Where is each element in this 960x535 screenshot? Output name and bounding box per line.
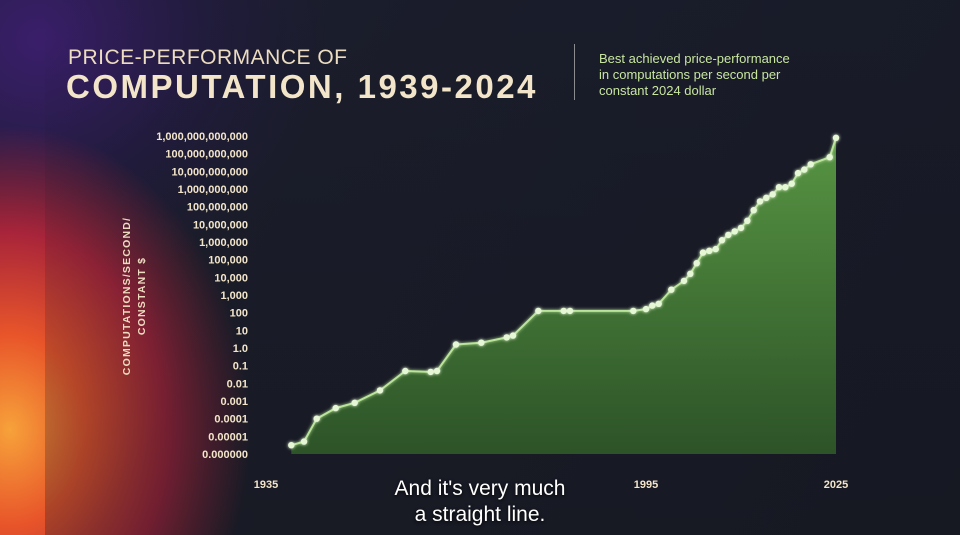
data-point: [288, 442, 295, 449]
data-point: [706, 247, 713, 254]
data-point: [750, 207, 757, 214]
y-tick-label: 0.1: [233, 361, 248, 373]
title-line-2: COMPUTATION, 1939-2024: [66, 68, 538, 105]
y-tick-label: 100,000,000: [187, 202, 248, 214]
x-tick-label: 1995: [634, 479, 658, 491]
data-point: [630, 307, 637, 315]
y-tick-label: 0.001: [220, 396, 248, 408]
data-point: [351, 399, 358, 406]
data-point: [509, 332, 517, 339]
data-point: [427, 368, 434, 376]
data-point: [744, 217, 751, 224]
y-tick-label: 1,000,000,000,000: [156, 131, 248, 143]
data-point: [801, 166, 808, 173]
data-point: [788, 180, 795, 187]
x-tick-label: 2025: [824, 479, 848, 491]
data-point: [725, 231, 732, 239]
y-tick-label: 10: [236, 325, 248, 337]
y-axis-ticks: 1,000,000,000,000 100,000,000,000 10,000,0…: [156, 131, 248, 461]
y-tick-label: 1,000: [220, 290, 248, 302]
data-point: [769, 191, 776, 198]
data-point: [313, 415, 320, 422]
data-point: [655, 300, 662, 307]
data-point: [332, 404, 339, 412]
y-tick-label: 1.0: [233, 343, 248, 355]
video-caption: And it's very much a straight line.: [394, 477, 566, 526]
title-divider: [574, 44, 575, 100]
y-tick-label: 1,000,000,000: [178, 184, 248, 196]
y-tick-label: 0.00001: [208, 431, 248, 443]
data-point: [826, 154, 833, 161]
data-point: [300, 438, 308, 445]
y-tick-label: 10,000,000: [193, 219, 248, 231]
data-point: [560, 307, 567, 315]
y-tick-label: 1,000,000: [199, 237, 248, 249]
data-point: [642, 305, 650, 313]
data-point: [782, 184, 789, 191]
data-point: [763, 194, 770, 201]
series-area: [291, 137, 836, 455]
data-point: [503, 334, 510, 341]
data-point: [737, 224, 745, 232]
y-tick-label: 0.000000: [202, 449, 248, 461]
data-point: [693, 260, 700, 267]
data-point: [712, 245, 719, 253]
data-point: [718, 237, 726, 244]
data-point: [756, 198, 764, 205]
chart-subtitle: Best achieved price-performance in compu…: [599, 51, 790, 98]
y-tick-label: 100,000,000,000: [165, 149, 248, 161]
data-point: [478, 339, 485, 346]
x-axis-ticks: 1935 1995 2025: [254, 479, 848, 491]
data-point: [775, 184, 783, 191]
y-tick-label: 100,000: [208, 255, 248, 267]
y-tick-label: 100: [230, 308, 248, 320]
data-point: [699, 249, 707, 256]
data-point: [680, 277, 688, 285]
y-tick-label: 0.01: [227, 378, 248, 390]
data-point: [452, 341, 460, 348]
data-point: [832, 134, 840, 141]
y-tick-label: 10,000: [214, 272, 248, 284]
y-tick-label: 0.0001: [214, 414, 248, 426]
data-point: [535, 307, 542, 315]
data-point: [731, 228, 738, 235]
data-point: [433, 367, 441, 375]
data-point: [668, 286, 675, 293]
data-point: [376, 387, 384, 394]
data-point: [807, 161, 814, 168]
x-tick-label: 1935: [254, 479, 278, 491]
data-point: [687, 270, 694, 277]
title-line-1: PRICE-PERFORMANCE OF: [68, 46, 348, 69]
data-point: [649, 302, 656, 309]
series-points: [288, 134, 840, 449]
data-point: [566, 307, 574, 315]
y-tick-label: 10,000,000,000: [172, 166, 248, 178]
data-point: [794, 169, 802, 177]
data-point: [402, 367, 409, 375]
